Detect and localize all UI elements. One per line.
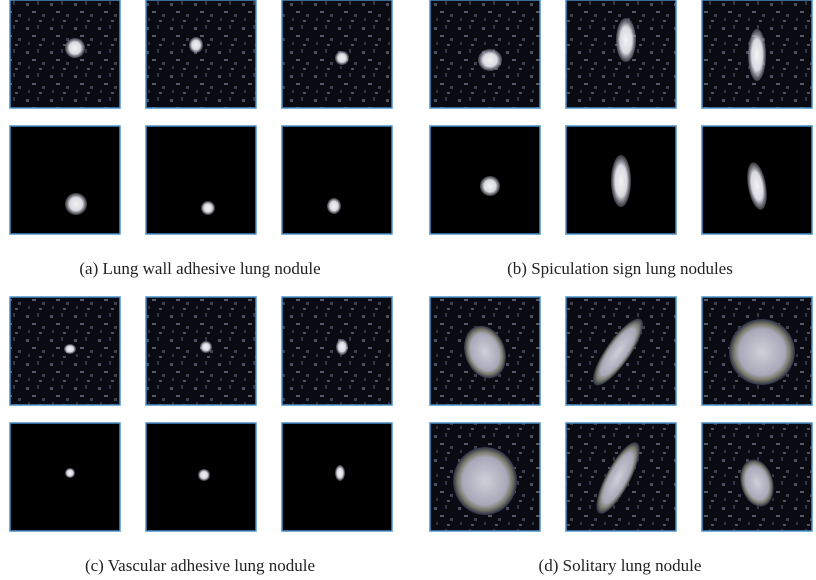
image-tile xyxy=(146,126,256,234)
nodule xyxy=(616,18,636,62)
page: (a) Lung wall adhesive lung nodule (b) S… xyxy=(0,0,816,580)
image-tile xyxy=(146,297,256,405)
caption: (c) Vascular adhesive lung nodule xyxy=(85,556,315,575)
nodule xyxy=(200,341,212,353)
nodule xyxy=(201,201,215,215)
nodule xyxy=(198,469,210,481)
nodule xyxy=(65,468,75,478)
image-tile xyxy=(146,0,256,108)
nodule xyxy=(480,176,500,196)
nodule xyxy=(729,319,795,385)
nodule xyxy=(65,38,85,58)
nodule xyxy=(189,37,203,53)
image-tile xyxy=(10,0,120,108)
nodule xyxy=(335,465,345,481)
nodule xyxy=(335,51,349,65)
caption: (b) Spiculation sign lung nodules xyxy=(507,259,733,278)
nodule xyxy=(453,447,517,515)
image-tile xyxy=(10,126,120,234)
nodule xyxy=(336,339,348,355)
nodule xyxy=(748,29,766,81)
caption: (a) Lung wall adhesive lung nodule xyxy=(79,259,320,278)
nodule xyxy=(478,49,502,71)
image-tile xyxy=(10,423,120,531)
figure: (a) Lung wall adhesive lung nodule (b) S… xyxy=(0,0,816,580)
image-tile xyxy=(282,126,392,234)
nodule xyxy=(64,344,76,354)
nodule xyxy=(327,198,341,214)
caption: (d) Solitary lung nodule xyxy=(539,556,702,575)
nodule xyxy=(65,193,87,215)
nodule xyxy=(611,155,631,207)
